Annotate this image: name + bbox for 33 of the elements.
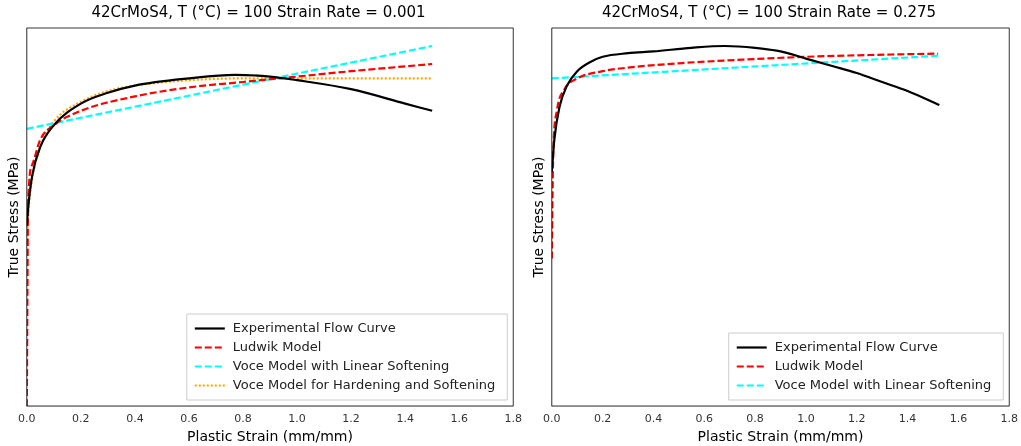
legend-label: Ludwik Model [774, 357, 864, 373]
legend-label: Experimental Flow Curve [774, 338, 938, 354]
y-axis-title: True Stress (MPa) [5, 156, 22, 279]
x-tick-label: 1.0 [288, 412, 306, 426]
x-axis-title: Plastic Strain (mm/mm) [187, 428, 353, 445]
x-tick-label: 1.8 [504, 412, 522, 426]
x-tick-label: 0.6 [695, 412, 714, 426]
x-tick-label: 1.4 [898, 412, 917, 426]
x-tick-label: 0.6 [180, 412, 198, 426]
x-tick-label: 0.2 [593, 412, 612, 426]
x-axis-title: Plastic Strain (mm/mm) [697, 428, 864, 445]
x-tick-label: 0.2 [72, 412, 90, 426]
x-tick-label: 1.6 [949, 412, 968, 426]
x-tick-label: 1.0 [797, 412, 815, 426]
x-tick-label: 1.6 [450, 412, 468, 426]
y-axis-title: True Stress (MPa) [530, 156, 547, 279]
chart-title: 42CrMoS4, T (°C) = 100 Strain Rate = 0.275 [601, 2, 937, 21]
legend-label: Ludwik Model [232, 338, 322, 354]
x-tick-label: 0.8 [234, 412, 252, 426]
x-tick-label: 0.4 [126, 412, 144, 426]
x-tick-label: 1.2 [342, 412, 360, 426]
x-tick-label: 1.2 [848, 412, 866, 426]
legend-label: Voce Model with Linear Softening [232, 357, 450, 373]
x-tick-label: 0.0 [18, 412, 36, 426]
x-tick-label: 1.4 [396, 412, 414, 426]
chart-title: 42CrMoS4, T (°C) = 100 Strain Rate = 0.001 [91, 2, 426, 21]
x-tick-label: 1.8 [1000, 412, 1018, 426]
x-tick-label: 0.4 [644, 412, 663, 426]
legend-label: Voce Model with Linear Softening [774, 376, 992, 392]
legend-label: Experimental Flow Curve [232, 319, 396, 335]
x-tick-label: 0.0 [543, 412, 561, 426]
legend-label: Voce Model for Hardening and Softening [232, 376, 496, 392]
x-tick-label: 0.8 [746, 412, 764, 426]
